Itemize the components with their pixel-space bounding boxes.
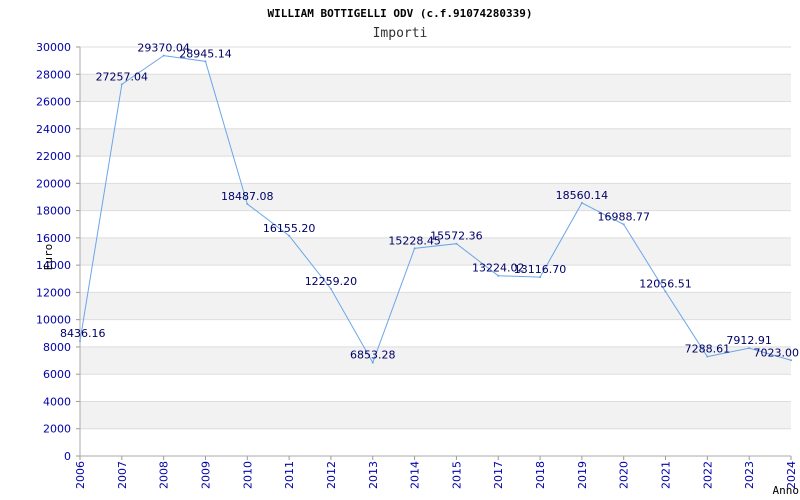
y-tick-label: 28000 (36, 68, 71, 81)
data-label: 13116.70 (514, 263, 567, 276)
x-tick-label: 2021 (660, 461, 673, 489)
data-label: 7912.91 (726, 334, 772, 347)
data-label: 12259.20 (305, 275, 358, 288)
data-label: 15572.36 (430, 230, 483, 243)
y-tick-label: 26000 (36, 96, 71, 109)
data-point (748, 347, 751, 350)
data-label: 16988.77 (597, 210, 650, 223)
grid-band (80, 74, 791, 102)
y-tick-label: 10000 (36, 314, 71, 327)
data-point (246, 202, 249, 205)
data-label: 18560.14 (556, 189, 609, 202)
y-tick-label: 2000 (43, 423, 71, 436)
x-tick-label: 2024 (785, 461, 798, 489)
data-point (413, 247, 416, 250)
grid-bands (80, 74, 791, 429)
data-label: 12056.51 (639, 278, 692, 291)
data-point (580, 201, 583, 204)
data-label: 18487.08 (221, 190, 274, 203)
data-label: 7023.00 (754, 346, 800, 359)
series-polyline (79, 55, 792, 364)
x-axis-label: Anno (773, 484, 800, 497)
data-point (455, 242, 458, 245)
data-label: 13224.02 (472, 262, 525, 275)
y-tick-label: 22000 (36, 150, 71, 163)
y-tick-label: 30000 (36, 41, 71, 54)
y-tick-label: 18000 (36, 205, 71, 218)
y-tick-label: 16000 (36, 232, 71, 245)
y-tick-label: 8000 (43, 341, 71, 354)
x-tick-label: 2012 (325, 461, 338, 489)
data-label: 6853.28 (350, 349, 396, 362)
data-point (371, 361, 374, 364)
data-label: 28945.14 (179, 47, 232, 60)
data-point (120, 83, 123, 86)
y-tick-label: 0 (64, 450, 71, 463)
data-point (162, 54, 165, 57)
x-tick-label: 2013 (367, 461, 380, 489)
grid-band (80, 128, 791, 157)
x-tick-label: 2015 (450, 461, 463, 489)
data-point (79, 339, 81, 342)
y-tick-label: 12000 (36, 286, 71, 299)
data-label: 27257.04 (96, 70, 149, 83)
y-tick-label: 24000 (36, 123, 71, 136)
x-tick-label: 2019 (576, 461, 589, 489)
chart-subtitle: Importi (373, 26, 428, 41)
data-point (329, 287, 332, 290)
grid-band (80, 292, 791, 320)
y-tick-label: 4000 (43, 395, 71, 408)
data-point (790, 359, 792, 362)
x-tick-label: 2017 (492, 461, 505, 489)
data-point (497, 274, 500, 277)
x-tick-label: 2008 (158, 461, 171, 489)
axes (79, 47, 791, 457)
data-point (622, 223, 625, 226)
y-tick-label: 6000 (43, 368, 71, 381)
data-point (288, 234, 291, 237)
data-point (204, 60, 207, 63)
grid-band (80, 183, 791, 211)
y-tick-label: 14000 (36, 259, 71, 272)
grid-band (80, 237, 791, 266)
data-point (539, 276, 542, 279)
x-tick-label: 2011 (283, 461, 296, 489)
x-tick-label: 2006 (74, 461, 87, 489)
grid-lines (80, 46, 791, 457)
x-tick-label: 2010 (241, 461, 254, 489)
grid-band (80, 346, 791, 375)
y-axis-ticks: 0 2000 4000 6000 8000 10000 12000 14000 16000 180… (36, 41, 80, 463)
x-tick-label: 2020 (618, 461, 631, 489)
y-axis-label: Euro (42, 244, 55, 271)
data-point (706, 355, 709, 358)
chart-title: WILLIAM BOTTIGELLI ODV (c.f.91074280339) (268, 7, 533, 20)
x-tick-label: 2018 (534, 461, 547, 489)
data-point (664, 290, 667, 293)
y-tick-label: 20000 (36, 177, 71, 190)
data-label: 16155.20 (263, 222, 316, 235)
x-tick-label: 2023 (743, 461, 756, 489)
data-label: 7288.61 (685, 343, 731, 356)
x-tick-label: 2007 (116, 461, 129, 489)
data-label: 29370.04 (137, 42, 190, 55)
series-line (79, 54, 792, 364)
x-tick-label: 2022 (701, 461, 714, 489)
x-axis-ticks: 2006 2007 2008 2009 2010 2011 2012 2013 2014 2015… (74, 456, 798, 489)
data-label: 15228.45 (388, 234, 441, 247)
x-tick-label: 2009 (199, 461, 212, 489)
data-label: 8436.16 (60, 327, 106, 340)
x-tick-label: 2014 (409, 461, 422, 489)
grid-band (80, 401, 791, 429)
